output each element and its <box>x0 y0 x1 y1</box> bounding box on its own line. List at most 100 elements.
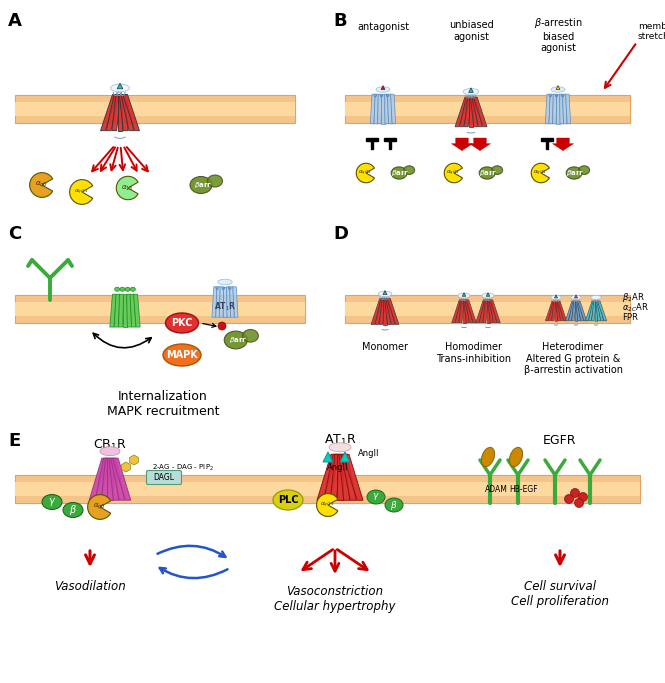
Polygon shape <box>555 295 557 298</box>
Ellipse shape <box>100 447 120 456</box>
Polygon shape <box>483 300 488 322</box>
Text: E: E <box>8 432 20 450</box>
Ellipse shape <box>591 295 601 300</box>
Polygon shape <box>109 458 119 500</box>
Bar <box>345 95 630 123</box>
Text: $\beta$arr: $\beta$arr <box>391 168 409 178</box>
Polygon shape <box>472 97 482 127</box>
Wedge shape <box>116 176 138 199</box>
Polygon shape <box>486 293 490 296</box>
Text: antagonist: antagonist <box>357 22 409 32</box>
Text: EGFR: EGFR <box>543 434 577 447</box>
Polygon shape <box>229 287 234 317</box>
Text: Vasodilation: Vasodilation <box>54 580 126 593</box>
Polygon shape <box>111 458 125 500</box>
Polygon shape <box>592 301 597 321</box>
Circle shape <box>575 499 583 507</box>
Polygon shape <box>487 300 489 322</box>
Polygon shape <box>381 85 385 89</box>
Text: PKC: PKC <box>172 318 193 328</box>
Circle shape <box>565 494 573 503</box>
Polygon shape <box>589 301 595 321</box>
Polygon shape <box>595 301 597 321</box>
Polygon shape <box>465 300 476 322</box>
Text: $\alpha_{q/11}$: $\alpha_{q/11}$ <box>358 169 372 178</box>
Text: AngII: AngII <box>327 464 348 473</box>
Polygon shape <box>465 300 473 322</box>
Polygon shape <box>118 94 122 130</box>
Text: 2-AG - DAG - PIP$_2$: 2-AG - DAG - PIP$_2$ <box>152 463 214 473</box>
Text: $\alpha_{q0}$: $\alpha_{q0}$ <box>35 180 47 191</box>
Bar <box>546 141 548 149</box>
Ellipse shape <box>571 295 581 300</box>
Text: A: A <box>8 12 22 30</box>
Text: $\beta$arr: $\beta$arr <box>194 180 212 190</box>
Polygon shape <box>575 295 578 298</box>
Text: B: B <box>333 12 346 30</box>
Polygon shape <box>95 458 109 500</box>
Polygon shape <box>489 300 497 322</box>
Ellipse shape <box>273 490 303 510</box>
Ellipse shape <box>482 293 494 298</box>
Polygon shape <box>122 462 130 472</box>
Text: $\alpha_{2C}$AR: $\alpha_{2C}$AR <box>622 302 649 314</box>
Polygon shape <box>339 454 350 501</box>
Polygon shape <box>456 300 464 322</box>
Polygon shape <box>331 454 341 501</box>
Text: ADAM: ADAM <box>485 486 507 494</box>
Polygon shape <box>110 294 116 327</box>
Ellipse shape <box>509 447 523 466</box>
Polygon shape <box>470 97 477 127</box>
Polygon shape <box>323 452 333 462</box>
Ellipse shape <box>125 287 130 291</box>
Polygon shape <box>553 94 557 124</box>
Polygon shape <box>340 452 350 462</box>
Text: D: D <box>333 225 348 243</box>
Polygon shape <box>569 301 575 321</box>
Ellipse shape <box>385 498 403 512</box>
Polygon shape <box>130 455 138 465</box>
Text: $\alpha_{q/11}$: $\alpha_{q/11}$ <box>74 187 88 197</box>
Polygon shape <box>557 301 563 321</box>
Polygon shape <box>553 138 573 150</box>
Text: $\beta_2$AR: $\beta_2$AR <box>622 292 645 305</box>
Polygon shape <box>386 298 395 324</box>
Polygon shape <box>559 94 563 124</box>
Text: $\alpha_{13}$: $\alpha_{13}$ <box>121 184 133 193</box>
Circle shape <box>218 322 226 330</box>
Polygon shape <box>545 94 551 124</box>
Polygon shape <box>577 301 587 321</box>
Ellipse shape <box>391 167 407 179</box>
Polygon shape <box>576 301 581 321</box>
Text: Monomer: Monomer <box>362 342 408 352</box>
Bar <box>15 475 640 503</box>
Text: AT$_1$R: AT$_1$R <box>213 301 236 313</box>
Ellipse shape <box>243 329 259 342</box>
Text: $\gamma$: $\gamma$ <box>48 496 56 508</box>
Text: $\beta$: $\beta$ <box>390 499 398 512</box>
Bar <box>15 295 305 323</box>
Text: DAGL: DAGL <box>154 473 174 482</box>
Text: Homodimer
Trans-inhibition: Homodimer Trans-inhibition <box>436 342 511 363</box>
Ellipse shape <box>479 167 495 179</box>
Text: AT$_1$R: AT$_1$R <box>324 432 356 447</box>
Polygon shape <box>452 138 473 150</box>
Circle shape <box>579 492 587 501</box>
Bar <box>15 102 295 116</box>
Ellipse shape <box>42 494 62 510</box>
Polygon shape <box>117 83 123 89</box>
Text: MAPK: MAPK <box>166 350 198 360</box>
Polygon shape <box>106 94 119 130</box>
Text: Heterodimer
Altered G protein &
β-arrestin activation: Heterodimer Altered G protein & β-arrest… <box>523 342 622 375</box>
Text: $\beta$arr: $\beta$arr <box>479 168 497 178</box>
Polygon shape <box>462 293 465 296</box>
Polygon shape <box>378 94 382 124</box>
Text: HB-EGF: HB-EGF <box>509 486 538 494</box>
Ellipse shape <box>207 175 223 187</box>
Ellipse shape <box>190 176 212 193</box>
Polygon shape <box>123 294 127 327</box>
Bar <box>15 482 640 496</box>
Polygon shape <box>317 454 337 501</box>
Polygon shape <box>388 94 392 124</box>
Polygon shape <box>390 94 396 124</box>
